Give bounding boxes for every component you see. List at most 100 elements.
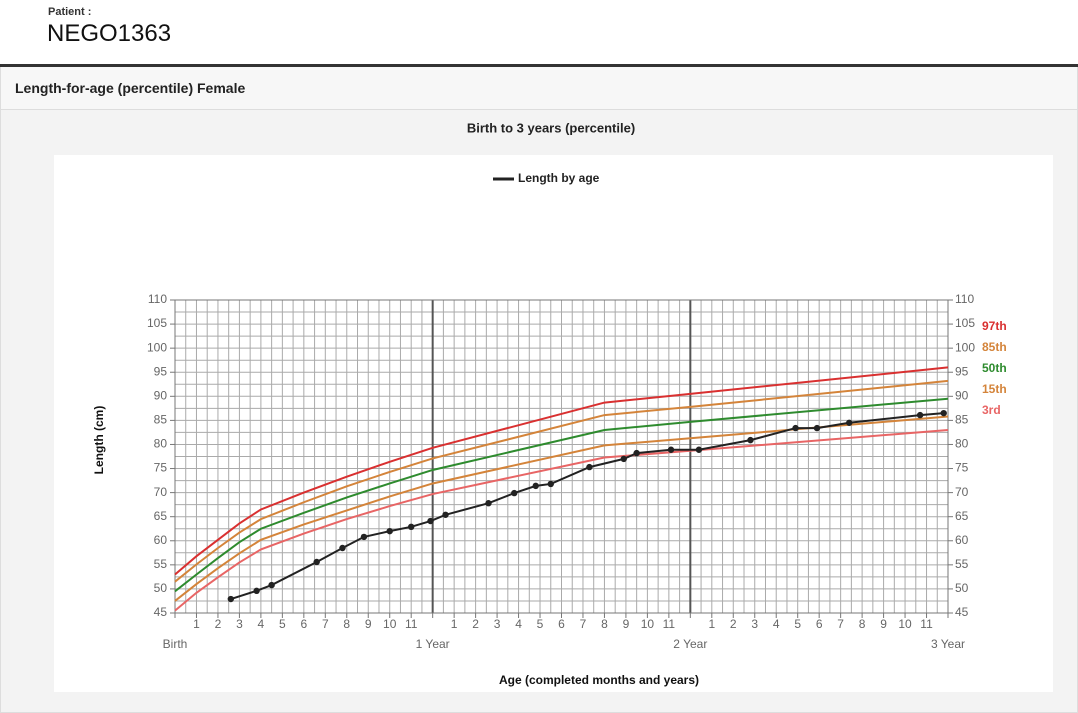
x-tick-label: 2 [472,617,479,631]
x-tick-label: 9 [880,617,887,631]
y-tick-label: 85 [154,413,168,427]
legend-label: Length by age [518,171,600,185]
data-point [360,533,368,541]
x-year-label: Birth [163,637,188,651]
x-tick-label: 9 [623,617,630,631]
x-tick-label: 7 [837,617,844,631]
y-tick-label: 80 [154,437,168,451]
y-tick-label: 80 [955,437,969,451]
data-point [427,517,434,525]
x-tick-label: 5 [279,617,286,631]
x-tick-label: 1 [193,617,200,631]
patient-id: NEGO1363 [47,20,172,47]
x-tick-label: 9 [365,617,372,631]
y-tick-label: 105 [147,316,167,330]
patient-label: Patient : [48,6,92,18]
percentile-label: 85th [982,340,1007,354]
x-tick-label: 3 [236,617,243,631]
x-tick-label: 2 [730,617,737,631]
data-point [339,544,346,552]
y-tick-label: 110 [148,292,167,306]
x-tick-label: 11 [663,617,676,631]
y-tick-label: 100 [147,340,167,354]
data-point [313,558,320,566]
x-tick-label: 1 [451,617,458,631]
data-point [916,411,924,419]
y-tick-label: 55 [955,557,969,571]
x-tick-label: 8 [859,617,866,631]
plot-frame [174,299,949,614]
y-tick-label: 45 [154,605,168,619]
data-point [268,581,275,589]
data-point [940,409,947,417]
data-point [386,527,393,535]
x-tick-label: 6 [816,617,823,631]
y-tick-label: 75 [154,461,168,475]
percentile-label: 50th [982,361,1007,375]
data-point [442,511,449,518]
y-axis-title: Length (cm) [92,406,106,475]
percentile-line [174,379,949,583]
panel-title: Length-for-age (percentile) Female [15,80,246,96]
y-tick-label: 70 [154,485,168,499]
panel-header: Length-for-age (percentile) Female [1,67,1077,110]
data-point [586,463,593,471]
y-tick-label: 70 [955,485,969,499]
data-point [846,419,853,426]
x-tick-label: 6 [300,617,307,631]
y-tick-label: 110 [955,292,974,306]
data-point [792,424,799,432]
y-tick-label: 105 [955,316,975,330]
y-tick-label: 100 [955,340,975,354]
x-tick-label: 6 [558,617,565,631]
y-tick-label: 50 [154,581,168,595]
data-point [485,500,492,507]
x-year-label: 1 Year [416,637,450,651]
x-tick-label: 10 [641,617,655,631]
x-tick-label: 8 [343,617,350,631]
y-tick-label: 90 [154,388,168,402]
x-tick-label: 5 [794,617,801,631]
percentile-label: 15th [982,382,1007,396]
divider [0,64,1078,67]
x-tick-label: 4 [773,617,780,631]
data-point [633,449,640,457]
percentile-line [174,429,949,612]
x-tick-label: 7 [580,617,587,631]
chart-area [54,155,1053,692]
x-tick-label: 10 [383,617,397,631]
data-point [511,489,518,497]
x-year-label: 2 Year [673,637,707,651]
percentile-line [174,415,949,602]
y-tick-label: 45 [955,605,969,619]
y-tick-label: 65 [154,509,168,523]
data-point [227,595,235,603]
x-tick-label: 8 [601,617,608,631]
x-tick-label: 4 [258,617,265,631]
y-tick-label: 95 [955,364,969,378]
x-tick-label: 4 [515,617,522,631]
x-tick-label: 5 [537,617,544,631]
chart-subtitle: Birth to 3 years (percentile) [467,120,635,135]
x-tick-label: 3 [494,617,501,631]
x-tick-label: 7 [322,617,329,631]
x-tick-label: 2 [215,617,222,631]
data-point [532,482,539,490]
x-tick-label: 11 [405,617,418,631]
y-tick-label: 95 [154,364,168,378]
data-point [667,446,675,453]
y-tick-label: 75 [955,461,969,475]
data-point [407,523,415,531]
y-tick-label: 50 [955,581,969,595]
y-tick-label: 55 [154,557,168,571]
y-tick-label: 60 [955,533,969,547]
data-point [253,587,260,595]
x-year-label: 3 Year [931,637,965,651]
data-point [813,424,821,432]
data-point [695,446,703,453]
y-tick-label: 90 [955,388,969,402]
data-point [547,480,554,488]
y-tick-label: 85 [955,413,969,427]
